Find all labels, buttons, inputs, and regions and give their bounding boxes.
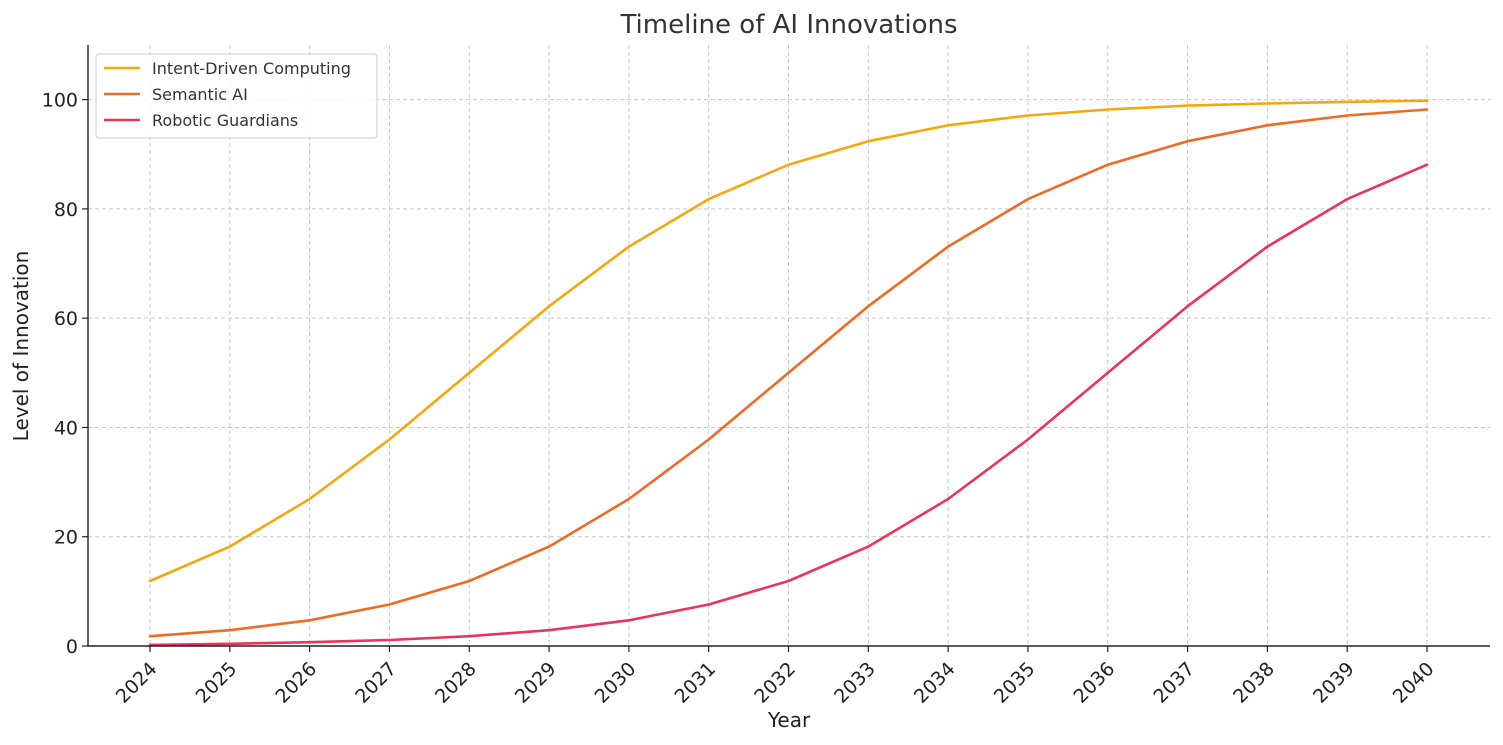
- y-tick-label: 20: [54, 527, 78, 549]
- y-tick-label: 40: [54, 417, 78, 439]
- x-tick-label: 2034: [910, 658, 960, 708]
- x-tick-label: 2029: [511, 658, 561, 708]
- series-line-robotic-guardians: [148, 163, 1429, 647]
- y-tick-label: 80: [54, 199, 78, 221]
- x-axis-ticks: 2024 2025 2026 2027 2028 2029 2030 2031 2032 2033…: [112, 646, 1439, 708]
- x-tick-label: 2025: [192, 658, 242, 708]
- legend-box: [95, 53, 378, 139]
- chart-title: Timeline of AI Innovations: [619, 10, 957, 40]
- x-tick-label: 2033: [830, 658, 880, 708]
- legend-label: Robotic Guardians: [152, 111, 298, 130]
- x-tick-label: 2037: [1149, 658, 1199, 708]
- x-tick-label: 2040: [1389, 658, 1439, 708]
- y-tick-label: 60: [54, 308, 78, 330]
- legend-label: Intent-Driven Computing: [152, 59, 351, 78]
- x-tick-label: 2030: [591, 658, 641, 708]
- y-tick-label: 100: [42, 90, 78, 112]
- y-axis-ticks: 0 20 40 60 80 100: [42, 90, 88, 658]
- grid-lines: [88, 45, 1490, 646]
- legend: Intent-Driven Computing Semantic AI Roboti…: [95, 53, 378, 139]
- x-tick-label: 2032: [750, 658, 800, 708]
- series-line-intent-driven-computing: [148, 99, 1429, 583]
- y-tick-label: 0: [66, 636, 78, 658]
- x-tick-label: 2027: [351, 658, 401, 708]
- x-tick-label: 2028: [431, 658, 481, 708]
- y-axis-label: Level of Innovation: [9, 251, 33, 442]
- x-tick-label: 2038: [1229, 658, 1279, 708]
- x-tick-label: 2039: [1309, 658, 1359, 708]
- legend-label: Semantic AI: [152, 85, 248, 104]
- x-tick-label: 2024: [112, 658, 162, 708]
- series-line-semantic-ai: [148, 108, 1429, 638]
- x-axis-label: Year: [767, 708, 811, 732]
- x-tick-label: 2031: [670, 658, 720, 708]
- x-tick-label: 2026: [271, 658, 321, 708]
- series-lines: [148, 99, 1429, 647]
- x-tick-label: 2035: [990, 658, 1040, 708]
- x-tick-label: 2036: [1070, 658, 1120, 708]
